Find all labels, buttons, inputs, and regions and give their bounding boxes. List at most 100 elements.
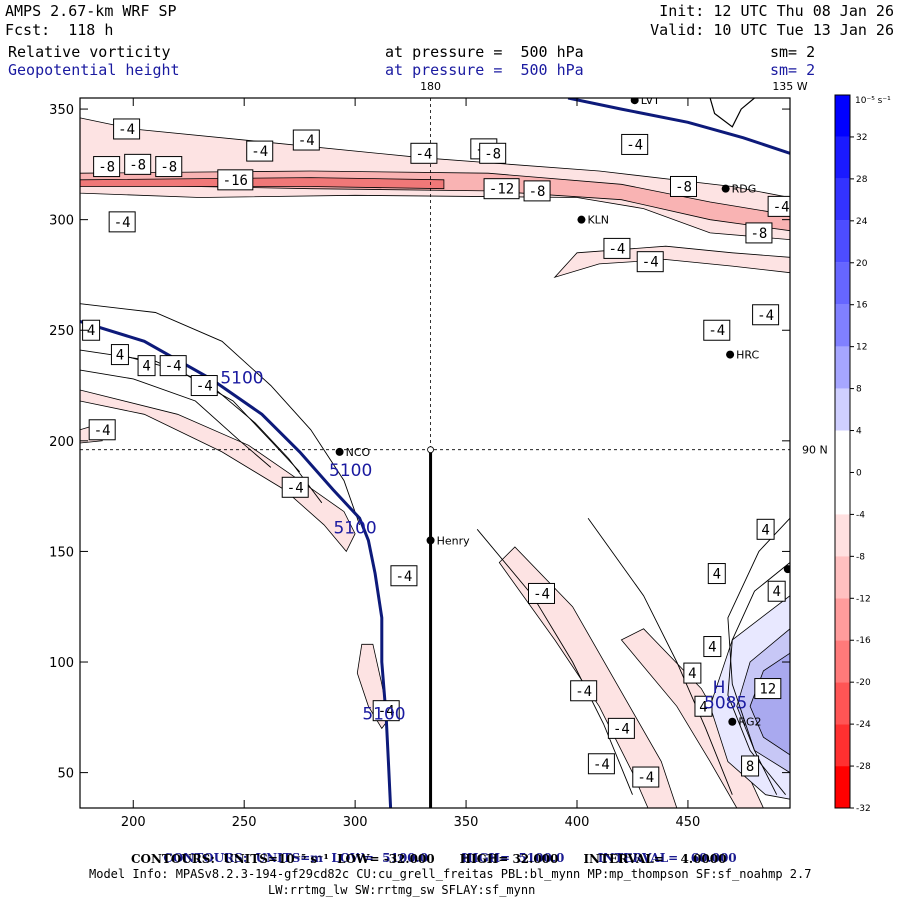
y-tick-label-350: 350 bbox=[49, 103, 74, 118]
x-tick-label-350: 350 bbox=[454, 815, 479, 830]
coastline bbox=[709, 98, 755, 128]
model-info: Model Info: MPASv8.2.3-194-gf29cd82c CU:… bbox=[89, 867, 812, 881]
vorticity-label-text: -4 bbox=[613, 721, 630, 737]
vorticity-label-box bbox=[756, 518, 775, 540]
colorbar-tick-label-1: 28 bbox=[856, 175, 868, 185]
vorticity-label-box bbox=[745, 222, 773, 244]
colorbar-tick-label-5: 12 bbox=[856, 343, 867, 353]
station-marker bbox=[726, 350, 735, 359]
vorticity-label-box bbox=[752, 304, 780, 326]
station-rdg: RDG bbox=[721, 183, 756, 196]
vorticity-label-box bbox=[108, 211, 136, 233]
vorticity-label-text: -8 bbox=[98, 160, 115, 176]
vorticity-label-42: 8 bbox=[741, 755, 760, 777]
x-tick-label-450: 450 bbox=[676, 815, 701, 830]
vorticity-label-25: -4 bbox=[190, 375, 218, 397]
vorticity-label-box bbox=[190, 375, 218, 397]
vorticity-label-text: -4 bbox=[637, 770, 654, 786]
x-tick-label-400: 400 bbox=[565, 815, 590, 830]
vorticity-label-17: -4 bbox=[603, 237, 631, 259]
vorticity-label-text: -4 bbox=[396, 569, 413, 585]
y-tick-label-150: 150 bbox=[49, 545, 74, 560]
colorbar-units: 10⁻⁵ s⁻¹ bbox=[855, 96, 891, 106]
vorticity-label-36: 4 bbox=[707, 563, 726, 585]
vorticity-label-18: -4 bbox=[636, 251, 664, 273]
meridian-label-135w: 135 W bbox=[772, 80, 807, 93]
vorticity-label-33: -4 bbox=[587, 753, 615, 775]
vorticity-label-box bbox=[113, 118, 141, 140]
y-tick-label-50: 50 bbox=[57, 767, 74, 782]
vorticity-label-box bbox=[694, 695, 713, 717]
vorticity-label-6: -8 bbox=[93, 156, 121, 178]
vorticity-label-box bbox=[754, 678, 782, 700]
vorticity-label-box bbox=[703, 636, 722, 658]
forecast-hour: Fcst: 118 h bbox=[5, 21, 114, 39]
meridian-label-180: 180 bbox=[420, 80, 441, 93]
vorticity-label-35: 4 bbox=[756, 518, 775, 540]
colorbar-swatch-1 bbox=[835, 136, 850, 179]
vorticity-label-26: -4 bbox=[88, 419, 116, 441]
field1-level: at pressure = 500 hPa bbox=[385, 43, 584, 61]
station-marker bbox=[577, 215, 586, 224]
vorticity-band-neg4-4 bbox=[80, 389, 356, 553]
vorticity-label-37: 4 bbox=[767, 580, 786, 602]
colorbar-swatch-12 bbox=[835, 598, 850, 641]
vorticity-label-2: -4 bbox=[292, 129, 320, 151]
vorticity-label-box bbox=[570, 680, 598, 702]
vorticity-label-text: -8 bbox=[751, 226, 768, 242]
vorticity-label-41: 12 bbox=[754, 678, 782, 700]
colorbar-swatch-7 bbox=[835, 388, 850, 431]
vorticity-label-13: -8 bbox=[670, 175, 697, 197]
vorticity-label-text: 4 bbox=[761, 522, 769, 538]
vorticity-label-box bbox=[621, 133, 649, 155]
vorticity-label-text: 4 bbox=[142, 359, 150, 375]
vorticity-label-3: -4 bbox=[410, 142, 438, 164]
field2-level: at pressure = 500 hPa bbox=[385, 61, 584, 79]
vorticity-label-38: 4 bbox=[703, 636, 722, 658]
station-hrc: HRC bbox=[726, 349, 759, 362]
vorticity-label-box bbox=[603, 237, 631, 259]
station-rg2: RG2 bbox=[728, 716, 761, 729]
height-contour-5100-0 bbox=[80, 319, 393, 808]
vorticity-label-text: 4 bbox=[87, 323, 95, 339]
height-low: LOW= 5100.0 bbox=[331, 851, 429, 865]
vorticity-label-text: -4 bbox=[533, 586, 550, 602]
station-marker bbox=[630, 98, 639, 105]
height-units: UNITS=m bbox=[255, 851, 324, 865]
colorbar-tick-label-2: 24 bbox=[856, 217, 868, 227]
vorticity-label-box bbox=[683, 662, 702, 684]
height-label-5: 5085 bbox=[704, 693, 747, 713]
vorticity-label-box bbox=[159, 355, 187, 377]
vorticity-label-text: -4 bbox=[298, 133, 315, 149]
vorticity-label-27: -4 bbox=[281, 476, 309, 498]
vorticity-label-12: -8 bbox=[523, 180, 551, 202]
vorticity-label-text: -8 bbox=[484, 146, 501, 162]
plot-frame bbox=[79, 97, 791, 809]
vorticity-label-text: -8 bbox=[160, 160, 177, 176]
vorticity-label-5: -4 bbox=[621, 133, 649, 155]
vorticity-label-box bbox=[528, 582, 555, 604]
colorbar-tick-label-4: 16 bbox=[856, 301, 868, 311]
parallel-label-90n: 90 N bbox=[802, 444, 828, 457]
colorbar-tick-label-15: -28 bbox=[856, 762, 871, 772]
station-kln: KLN bbox=[577, 214, 609, 227]
vorticity-label-text: 4 bbox=[688, 666, 696, 682]
vorticity-label-text: -4 bbox=[94, 423, 111, 439]
height-contour-5100-1 bbox=[567, 98, 790, 155]
colorbar-tick-label-3: 20 bbox=[856, 259, 868, 269]
colorbar-swatch-6 bbox=[835, 346, 850, 389]
vorticity-label-30: -4 bbox=[372, 700, 400, 722]
vorticity-label-box bbox=[587, 753, 615, 775]
vorticity-label-28: -4 bbox=[390, 565, 418, 587]
vorticity-label-19: -4 bbox=[752, 304, 780, 326]
transect-endpoint-marker bbox=[427, 446, 434, 454]
vorticity-label-text: 4 bbox=[699, 699, 707, 715]
vorticity-label-text: 4 bbox=[772, 584, 780, 600]
colorbar-frame bbox=[834, 94, 851, 809]
vorticity-label-box bbox=[479, 142, 507, 164]
colorbar-tick-label-7: 4 bbox=[856, 427, 862, 437]
vorticity-label-10: -16 bbox=[217, 169, 254, 191]
vorticity-label-text: -4 bbox=[773, 199, 790, 215]
colorbar-tick-label-9: -4 bbox=[856, 510, 865, 520]
station-marker-unlabeled-0 bbox=[783, 565, 790, 574]
